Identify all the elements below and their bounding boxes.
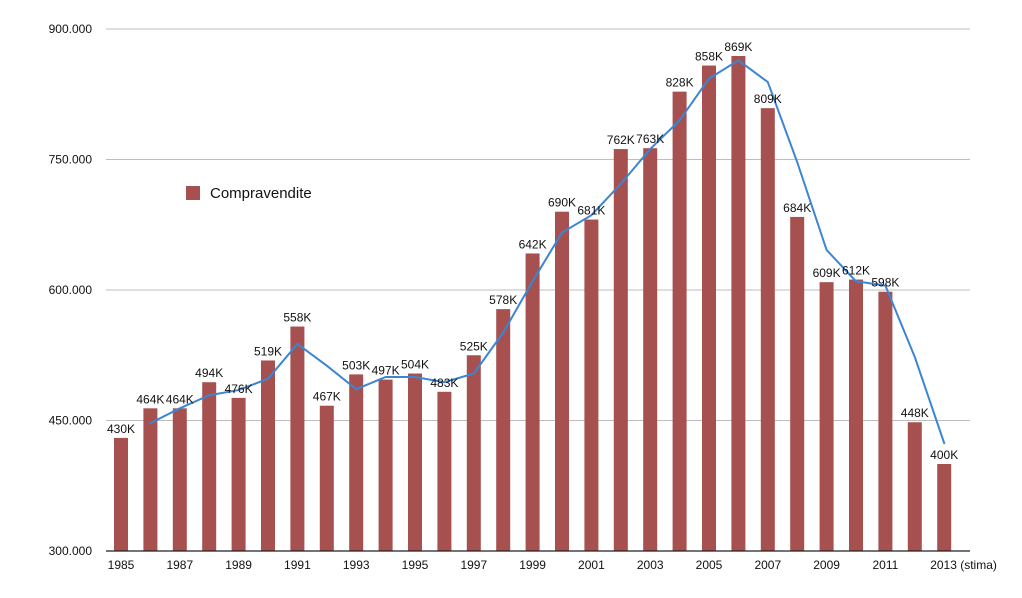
- data-label: 400K: [930, 448, 958, 462]
- data-label: 525K: [460, 339, 488, 353]
- bar: [496, 309, 511, 551]
- bar: [261, 360, 275, 551]
- bar: [437, 391, 452, 551]
- bar: [643, 148, 658, 551]
- data-label: 763K: [636, 132, 664, 146]
- data-label: 598K: [871, 276, 899, 290]
- data-label: 476K: [225, 382, 253, 396]
- data-label: 681K: [577, 204, 605, 218]
- data-label: 464K: [136, 392, 164, 406]
- data-label: 503K: [342, 358, 370, 372]
- bar: [878, 291, 893, 551]
- x-tick-label: 1991: [284, 558, 311, 572]
- x-tick-label: 2001: [578, 558, 605, 572]
- x-tick-label: 2005: [696, 558, 723, 572]
- axes: 300.000 450.000 600.000 750.000 900.000 1985 1…: [49, 22, 997, 572]
- x-tick-label: 2003: [637, 558, 664, 572]
- y-tick-label: 450.000: [49, 414, 93, 428]
- data-label: 612K: [842, 264, 870, 278]
- bar: [114, 437, 128, 551]
- legend-label: Compravendite: [210, 185, 312, 202]
- x-tick-label: 1995: [402, 558, 429, 572]
- data-label: 609K: [813, 266, 841, 280]
- data-label: 690K: [548, 196, 576, 210]
- x-tick-label: 2013 (stima): [930, 558, 997, 572]
- data-label: 483K: [430, 376, 458, 390]
- bar: [525, 253, 540, 551]
- bar: [172, 408, 187, 551]
- data-label: 430K: [107, 422, 135, 436]
- x-tick-label: 1987: [166, 558, 193, 572]
- x-tick-label: 2009: [813, 558, 840, 572]
- data-label: 519K: [254, 344, 282, 358]
- bar: [613, 149, 628, 551]
- trend-line: [149, 59, 946, 445]
- bar: [849, 279, 863, 551]
- bar: [290, 326, 305, 551]
- bar: [760, 108, 775, 552]
- bar: [702, 65, 716, 551]
- x-tick-label: 1997: [460, 558, 487, 572]
- bar: [819, 282, 834, 551]
- data-label: 642K: [519, 237, 547, 251]
- bar: [319, 405, 334, 551]
- legend: Compravendite: [186, 185, 312, 202]
- data-label: 578K: [489, 293, 517, 307]
- y-tick-label: 750.000: [49, 153, 93, 167]
- data-label: 858K: [695, 50, 723, 64]
- data-label: 869K: [724, 40, 752, 54]
- data-label: 684K: [783, 201, 811, 215]
- bar: [584, 219, 599, 551]
- y-tick-label: 300.000: [49, 544, 93, 558]
- data-label: 467K: [313, 390, 341, 404]
- legend-swatch: [186, 186, 200, 200]
- data-label: 762K: [607, 133, 635, 147]
- data-label: 497K: [372, 364, 400, 378]
- data-label: 558K: [283, 311, 311, 325]
- y-tick-label: 600.000: [49, 283, 93, 297]
- x-tick-label: 1985: [108, 558, 135, 572]
- y-tick-label: 900.000: [49, 22, 93, 36]
- x-tick-label: 1993: [343, 558, 370, 572]
- data-label: 448K: [901, 406, 929, 420]
- data-label: 494K: [195, 366, 223, 380]
- data-label: 809K: [754, 92, 782, 106]
- data-label: 464K: [166, 392, 194, 406]
- x-tick-label: 1999: [519, 558, 546, 572]
- bar: [349, 374, 364, 551]
- bar: [466, 355, 481, 551]
- bar: [408, 373, 422, 551]
- x-tick-label: 1989: [225, 558, 252, 572]
- bar: [378, 379, 393, 551]
- bar: [202, 382, 217, 551]
- bar: [143, 408, 158, 551]
- bar: [231, 397, 246, 551]
- bar: [907, 422, 922, 551]
- data-label: 828K: [666, 76, 694, 90]
- bar: [790, 216, 805, 552]
- bar: [937, 464, 952, 551]
- data-label: 504K: [401, 358, 429, 372]
- x-tick-label: 2011: [872, 558, 898, 572]
- bar: [555, 211, 569, 551]
- bar: [672, 91, 687, 551]
- x-tick-label: 2007: [754, 558, 781, 572]
- bar: [731, 55, 746, 551]
- trend-line-path: [149, 59, 946, 445]
- bars: [114, 55, 952, 552]
